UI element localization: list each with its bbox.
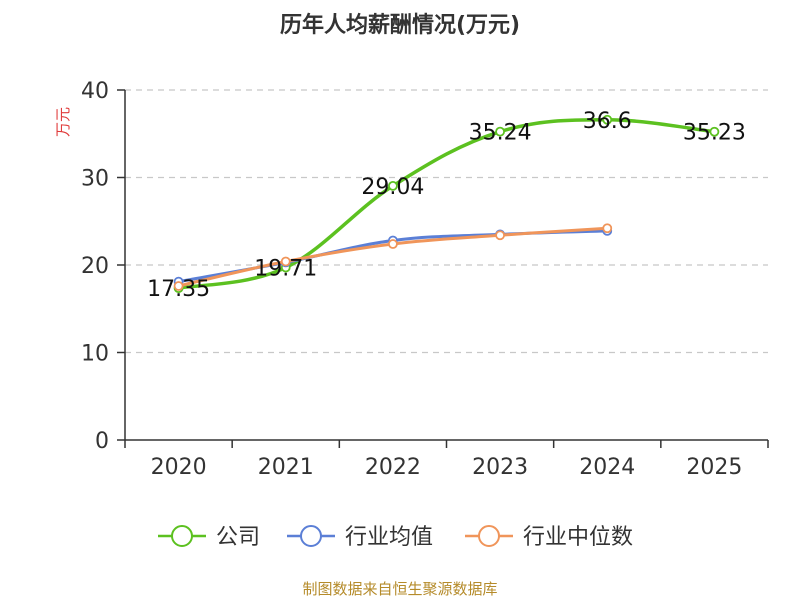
chart-title: 历年人均薪酬情况(万元) xyxy=(280,12,520,38)
series-1 xyxy=(173,225,613,287)
legend-item-0[interactable]: 公司 xyxy=(158,525,260,550)
x-tick-label: 2024 xyxy=(579,455,635,480)
data-point xyxy=(709,126,720,137)
grid-lines xyxy=(125,89,768,354)
series-2 xyxy=(173,223,613,291)
data-label: 29.04 xyxy=(361,175,424,200)
series-group xyxy=(173,114,720,294)
x-tick-label: 2025 xyxy=(686,455,742,480)
data-point xyxy=(173,281,184,291)
series-line xyxy=(176,117,717,290)
data-label: 19.71 xyxy=(254,257,317,282)
legend-item-1[interactable]: 行业均值 xyxy=(287,525,433,550)
x-tick-label: 2022 xyxy=(365,455,421,480)
data-point xyxy=(602,114,613,125)
legend-item-2[interactable]: 行业中位数 xyxy=(465,525,633,550)
legend-marker xyxy=(300,525,322,547)
data-point xyxy=(388,239,398,249)
axes: 0 10 20 30 40 2020 2021 2022 2023 2024 2025 xyxy=(81,79,769,480)
data-label: 36.6 xyxy=(583,109,632,134)
legend-marker xyxy=(171,525,193,547)
data-point xyxy=(388,180,398,191)
legend-marker xyxy=(478,525,500,547)
data-label: 35.23 xyxy=(683,121,746,146)
y-tick-label: 40 xyxy=(81,79,109,104)
y-tick-label: 10 xyxy=(81,342,109,367)
y-tick-label: 0 xyxy=(95,429,109,454)
y-tick-label: 30 xyxy=(81,167,109,192)
data-labels: 17.35 19.71 29.04 35.24 36.6 35.23 xyxy=(147,109,746,302)
y-tick-label: 20 xyxy=(81,254,109,279)
data-label: 35.24 xyxy=(469,121,532,146)
legend-label: 行业均值 xyxy=(345,525,433,550)
data-point xyxy=(495,126,505,137)
legend-label: 行业中位数 xyxy=(523,525,633,550)
x-tick-label: 2020 xyxy=(151,455,207,480)
data-point xyxy=(280,256,291,267)
data-label: 17.35 xyxy=(147,277,210,302)
legend[interactable]: 公司 行业均值 行业中位数 xyxy=(158,525,633,550)
x-tick-label: 2021 xyxy=(258,455,314,480)
data-point xyxy=(495,230,505,241)
y-axis-label: 万元 xyxy=(54,107,72,137)
legend-label: 公司 xyxy=(216,525,260,550)
data-source-note: 制图数据来自恒生聚源数据库 xyxy=(302,580,497,598)
x-tick-label: 2023 xyxy=(472,455,528,480)
data-point xyxy=(602,223,613,234)
